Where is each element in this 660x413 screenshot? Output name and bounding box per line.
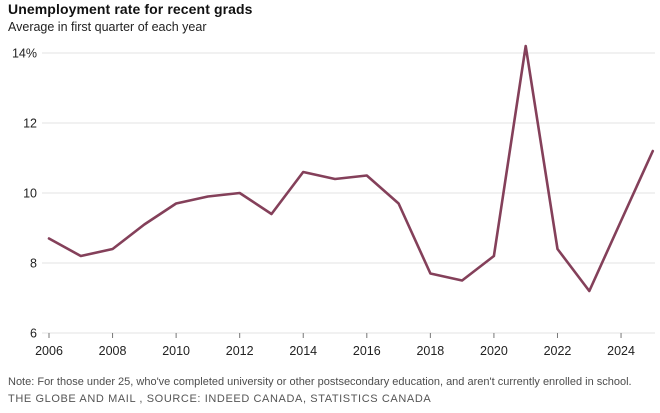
x-tick-label: 2024 [607,344,635,358]
y-tick-label: 14% [12,47,37,61]
x-tick-label: 2014 [289,344,317,358]
y-tick-label: 12 [23,117,37,131]
chart-title: Unemployment rate for recent grads [8,1,253,17]
chart-source: THE GLOBE AND MAIL , SOURCE: INDEED CANA… [8,393,432,405]
x-tick-label: 2020 [480,344,508,358]
unemployment-line-chart: 14% 12 10 8 6 2006 2008 2010 2012 2014 2016 2018 202… [12,44,655,358]
chart-subtitle: Average in first quarter of each year [8,20,207,34]
x-tick-label: 2006 [35,344,63,358]
x-tick-label: 2022 [544,344,572,358]
y-tick-label: 8 [30,257,37,271]
x-tick-label: 2008 [99,344,127,358]
trend-line [47,44,655,293]
x-tick-label: 2012 [226,344,254,358]
x-tick-label: 2018 [416,344,444,358]
x-tick-label: 2010 [162,344,190,358]
y-tick-label: 10 [23,187,37,201]
x-tick-label: 2016 [353,344,381,358]
y-tick-label: 6 [30,327,37,341]
chart-note: Note: For those under 25, who've complet… [8,376,632,388]
